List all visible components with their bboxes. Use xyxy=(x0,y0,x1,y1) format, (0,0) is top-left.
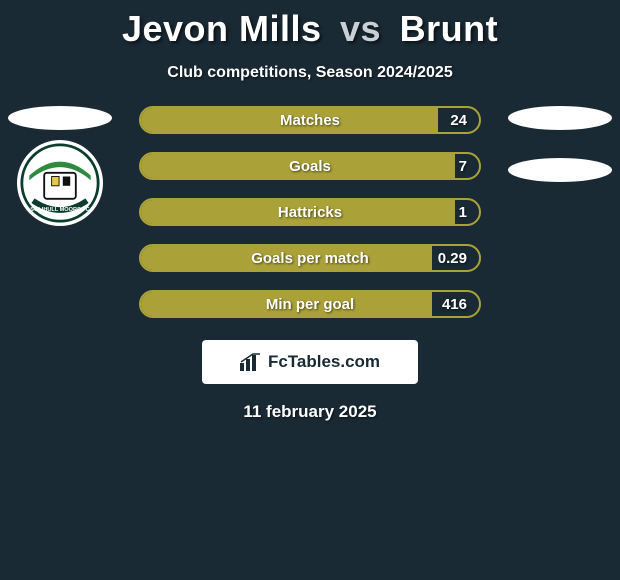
stat-bar-label: Matches xyxy=(280,112,340,129)
stat-bar-value-right: 7 xyxy=(459,158,467,175)
content-wrapper: Jevon Mills vs Brunt Club competitions, … xyxy=(0,0,620,580)
bar-chart-icon xyxy=(240,353,262,371)
svg-text:SOLIHULL MOORS FC: SOLIHULL MOORS FC xyxy=(30,207,89,213)
club-right-column xyxy=(508,106,612,182)
stat-bar: Goals per match 0.29 xyxy=(139,244,481,272)
player1-name: Jevon Mills xyxy=(122,8,322,49)
stat-bar-value-right: 24 xyxy=(450,112,467,129)
crest-icon: SOLIHULL MOORS FC xyxy=(20,140,100,226)
club-left-ellipse xyxy=(8,106,112,130)
subtitle: Club competitions, Season 2024/2025 xyxy=(167,64,452,82)
stat-bar-value-right: 0.29 xyxy=(438,250,467,267)
player2-name: Brunt xyxy=(400,8,498,49)
comparison-area: SOLIHULL MOORS FC Matches 24 Goals 7 Hattric… xyxy=(0,106,620,318)
stat-bar-label: Goals xyxy=(289,158,331,175)
club-right-ellipse-1 xyxy=(508,106,612,130)
stat-bar: Goals 7 xyxy=(139,152,481,180)
stat-bars: Matches 24 Goals 7 Hattricks 1 Goals per match… xyxy=(139,106,481,318)
vs-text: vs xyxy=(340,8,381,49)
brand-text: FcTables.com xyxy=(268,352,380,372)
club-left-column: SOLIHULL MOORS FC xyxy=(8,106,112,226)
club-left-crest: SOLIHULL MOORS FC xyxy=(17,140,103,226)
stat-bar: Hattricks 1 xyxy=(139,198,481,226)
page-title: Jevon Mills vs Brunt xyxy=(122,8,498,50)
stat-bar-label: Min per goal xyxy=(266,296,354,313)
stat-bar: Matches 24 xyxy=(139,106,481,134)
stat-bar-value-right: 416 xyxy=(442,296,467,313)
stat-bar-label: Goals per match xyxy=(251,250,369,267)
stat-bar-label: Hattricks xyxy=(278,204,342,221)
stat-bar-value-right: 1 xyxy=(459,204,467,221)
footer-date: 11 february 2025 xyxy=(243,402,376,422)
stat-bar: Min per goal 416 xyxy=(139,290,481,318)
brand-box: FcTables.com xyxy=(202,340,418,384)
club-right-ellipse-2 xyxy=(508,158,612,182)
